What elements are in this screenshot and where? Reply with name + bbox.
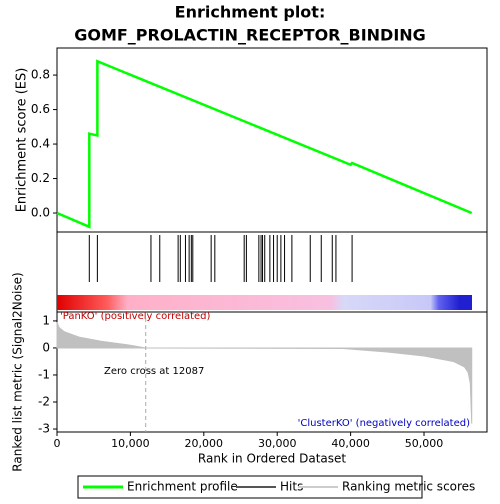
color-bar <box>57 295 472 310</box>
y-tick-label: 1 <box>42 313 50 327</box>
annotation: 'ClusterKO' (negatively correlated) <box>298 418 470 429</box>
es-line <box>56 59 473 229</box>
y-tick-label: 0.0 <box>31 206 50 220</box>
x-tick-label: 0 <box>54 437 61 450</box>
x-tick-label: 30,000 <box>258 437 297 450</box>
x-tick-label: 40,000 <box>331 437 370 450</box>
y-tick-label: 0.4 <box>31 137 50 151</box>
x-tick-label: 10,000 <box>111 437 150 450</box>
y-tick-label: 0.2 <box>31 171 50 185</box>
legend-label: Hits <box>280 480 303 494</box>
x-axis-label: Rank in Ordered Dataset <box>198 452 346 466</box>
metric-area <box>56 322 473 424</box>
y-axis-label: Ranked list metric (Signal2Noise) <box>11 272 25 471</box>
y-tick-label: 0 <box>42 340 50 354</box>
annotation: 'PanKO' (positively correlated) <box>60 311 211 322</box>
x-tick-label: 20,000 <box>185 437 224 450</box>
y-tick-label: -2 <box>38 395 50 409</box>
annotation: Zero cross at 12087 <box>104 366 204 377</box>
y-tick-label: -1 <box>38 367 50 381</box>
y-tick-label: 0.8 <box>31 68 50 82</box>
chart-subtitle: GOMF_PROLACTIN_RECEPTOR_BINDING <box>74 26 426 45</box>
y-tick-label: 0.6 <box>31 102 50 116</box>
chart-title: Enrichment plot: <box>175 3 326 22</box>
x-tick-label: 50,000 <box>405 437 444 450</box>
y-axis-label: Enrichment score (ES) <box>15 68 30 213</box>
legend-label: Enrichment profile <box>127 480 238 494</box>
frame <box>56 47 488 433</box>
legend-label: Ranking metric scores <box>342 480 475 494</box>
y-tick-label: -3 <box>38 422 50 436</box>
